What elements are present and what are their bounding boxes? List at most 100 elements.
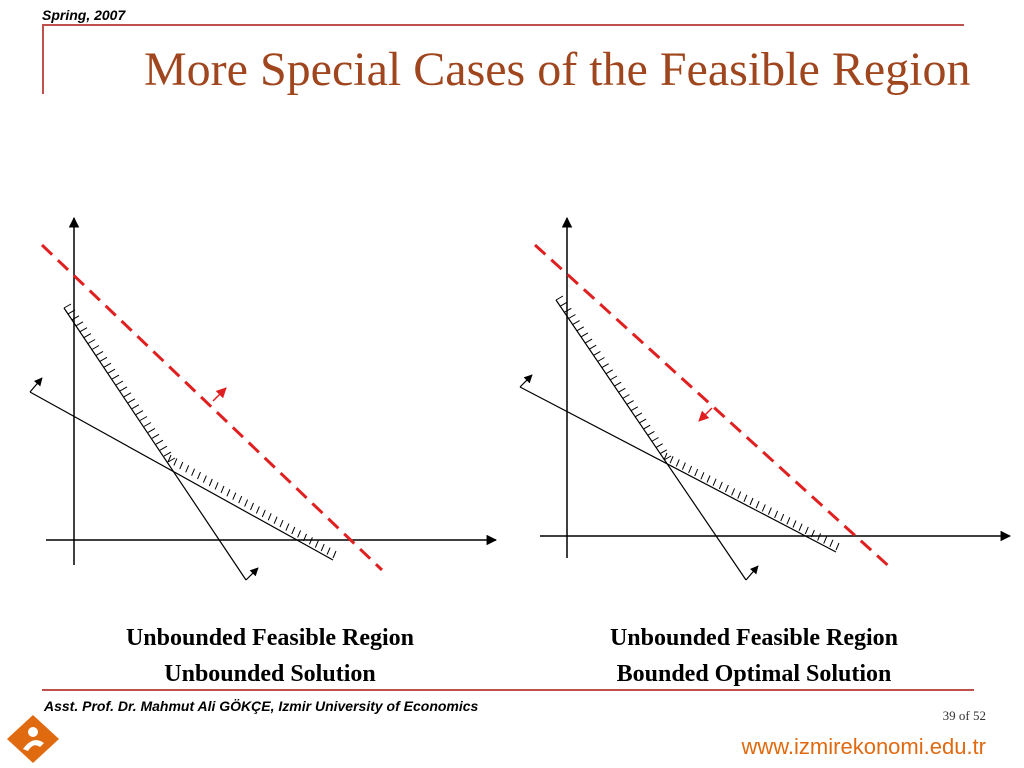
hatch-mark bbox=[659, 449, 668, 455]
left-constraint-shallow-arrow bbox=[29, 377, 43, 393]
hatch-mark bbox=[83, 333, 92, 339]
hatch-mark bbox=[332, 550, 337, 559]
hatch-mark bbox=[605, 369, 614, 375]
hatch-mark bbox=[609, 375, 618, 381]
left-objective-line bbox=[40, 243, 384, 572]
hatch-mark bbox=[197, 471, 201, 480]
hatch-mark bbox=[681, 462, 686, 470]
hatch-mark bbox=[179, 461, 184, 470]
hatch-mark bbox=[320, 543, 325, 552]
hatch-mark bbox=[804, 526, 809, 535]
hatch-mark bbox=[139, 416, 148, 421]
hatch-mark bbox=[798, 523, 803, 531]
hatch-mark bbox=[267, 513, 272, 521]
caption-right-line-1: Unbounded Feasible Region bbox=[609, 625, 899, 651]
right-objective-line bbox=[533, 243, 895, 572]
hatch-mark bbox=[244, 499, 249, 507]
header-label: Spring, 2007 bbox=[42, 7, 126, 23]
hatch-mark bbox=[694, 468, 699, 477]
hatch-mark bbox=[634, 412, 643, 418]
hatch-mark bbox=[593, 350, 601, 356]
hatch-mark bbox=[297, 530, 302, 538]
hatch-mark bbox=[111, 374, 120, 380]
footer-url[interactable]: www.izmirekonomi.edu.tr bbox=[741, 734, 986, 759]
hatch-mark bbox=[761, 504, 766, 512]
hatch-mark bbox=[131, 404, 140, 410]
hatch-mark bbox=[159, 445, 168, 451]
hatch-mark bbox=[314, 540, 319, 548]
hatch-mark bbox=[584, 338, 593, 344]
left-constraint-steep bbox=[63, 307, 247, 581]
hatch-mark bbox=[580, 332, 589, 338]
hatch-mark bbox=[688, 465, 693, 474]
page-number: 39 of 52 bbox=[942, 708, 986, 723]
hatch-mark bbox=[700, 472, 705, 480]
hatch-mark bbox=[712, 478, 717, 486]
hatch-mark bbox=[618, 387, 626, 393]
hatch-mark bbox=[155, 439, 164, 445]
right-constraint-steep-arrow bbox=[745, 565, 759, 581]
hatch-mark bbox=[651, 437, 659, 442]
hatch-mark bbox=[792, 520, 797, 528]
hatch-mark bbox=[250, 502, 254, 511]
hatch-mark bbox=[191, 468, 196, 476]
hatch-mark bbox=[718, 481, 723, 490]
hatch-mark bbox=[226, 489, 231, 497]
hatch-mark bbox=[568, 314, 576, 319]
hatch-mark bbox=[823, 536, 828, 544]
hatch-mark bbox=[576, 326, 585, 332]
left-rule bbox=[42, 24, 44, 94]
hatch-mark bbox=[706, 475, 711, 483]
top-rule bbox=[42, 24, 964, 26]
hatch-mark bbox=[147, 427, 156, 433]
hatch-mark bbox=[79, 327, 88, 333]
hatch-mark bbox=[780, 513, 785, 522]
hatch-mark bbox=[135, 410, 144, 416]
hatch-mark bbox=[119, 386, 128, 392]
right-constraint-shallow-arrow bbox=[519, 374, 533, 388]
hatch-mark bbox=[774, 510, 779, 519]
right-diagram bbox=[519, 216, 1012, 581]
hatch-mark bbox=[67, 309, 76, 315]
right-hatching bbox=[555, 295, 840, 551]
caption-left-line-1: Unbounded Feasible Region bbox=[125, 625, 415, 651]
hatch-mark bbox=[261, 509, 266, 518]
left-objective-arrow bbox=[212, 387, 227, 402]
hatch-mark bbox=[564, 307, 572, 313]
hatch-mark bbox=[91, 345, 100, 350]
caption-left-line-2: Unbounded Solution bbox=[164, 661, 376, 687]
right-constraint-shallow bbox=[519, 386, 837, 553]
hatch-mark bbox=[214, 482, 219, 490]
hatch-mark bbox=[731, 488, 736, 496]
hatch-mark bbox=[626, 400, 634, 406]
footer-author: Asst. Prof. Dr. Mahmut Ali GÖKÇE, Izmir … bbox=[44, 698, 479, 714]
hatch-mark bbox=[588, 344, 597, 350]
hatch-mark bbox=[163, 451, 172, 457]
university-logo-icon bbox=[7, 715, 59, 763]
hatch-mark bbox=[127, 398, 136, 404]
hatch-mark bbox=[638, 418, 647, 424]
hatch-mark bbox=[151, 433, 160, 439]
hatch-mark bbox=[220, 485, 225, 494]
hatch-mark bbox=[655, 443, 663, 449]
hatch-mark bbox=[291, 526, 296, 535]
hatch-mark bbox=[143, 422, 152, 427]
hatch-mark bbox=[75, 321, 84, 327]
hatch-mark bbox=[630, 406, 639, 412]
hatch-mark bbox=[597, 357, 605, 362]
hatch-mark bbox=[743, 494, 748, 502]
bottom-rule bbox=[42, 689, 974, 691]
hatch-mark bbox=[99, 356, 108, 362]
hatch-mark bbox=[647, 430, 655, 436]
hatch-mark bbox=[115, 380, 124, 386]
hatch-mark bbox=[167, 457, 176, 463]
hatch-mark bbox=[71, 315, 80, 321]
left-hatching bbox=[63, 303, 337, 559]
hatch-mark bbox=[749, 497, 754, 506]
hatch-mark bbox=[185, 465, 190, 473]
hatch-mark bbox=[663, 452, 668, 461]
hatch-mark bbox=[601, 363, 609, 369]
hatch-mark bbox=[95, 350, 104, 356]
hatch-mark bbox=[238, 495, 243, 504]
hatch-mark bbox=[642, 424, 651, 430]
